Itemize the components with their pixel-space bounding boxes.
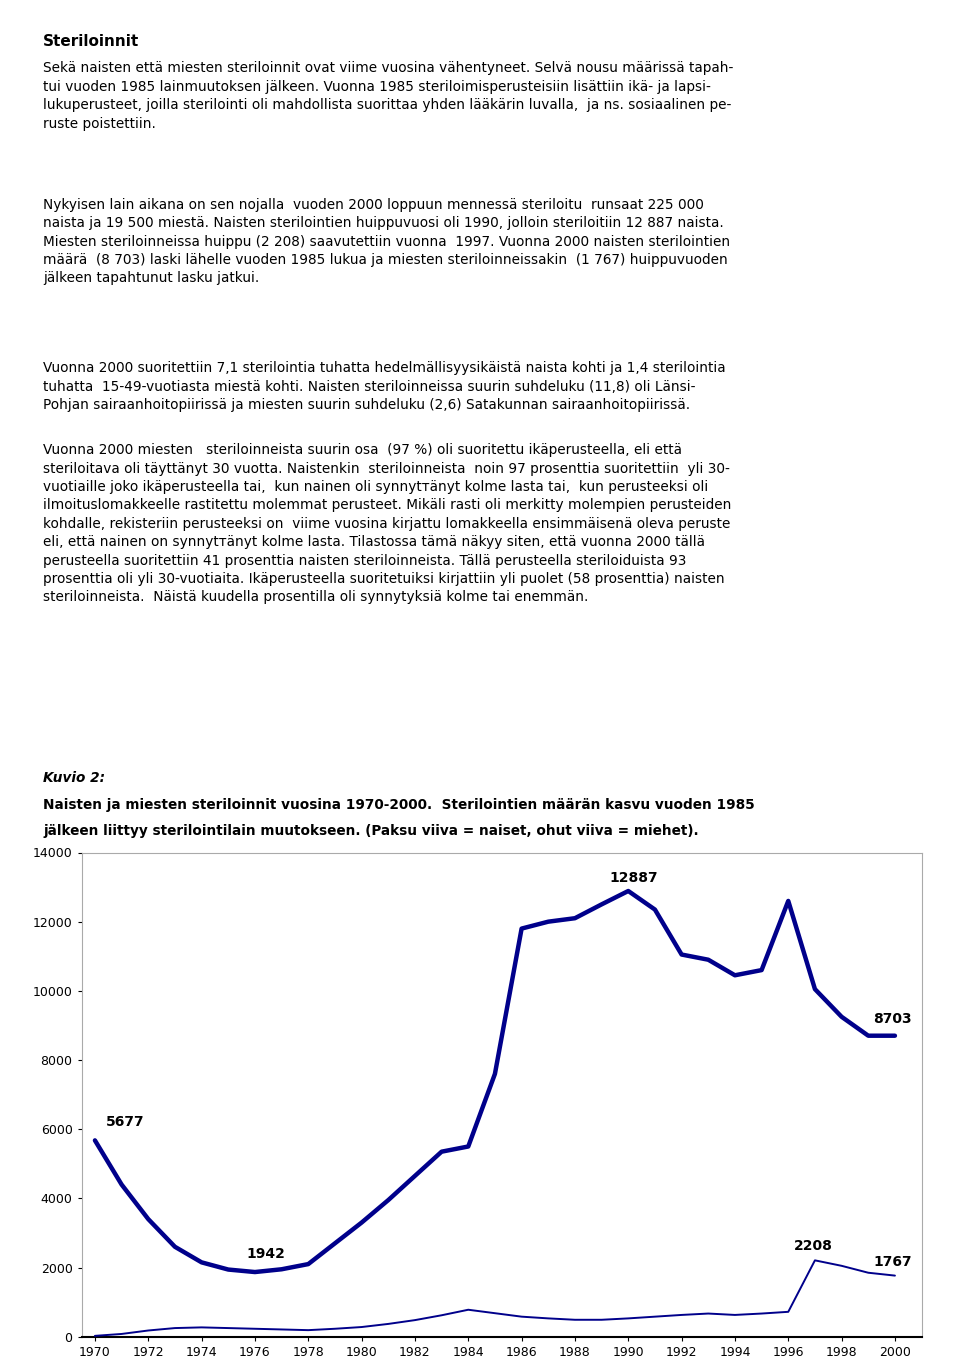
Text: Vuonna 2000 suoritettiin 7,1 sterilointia tuhatta hedelmällisyysikäistä naista k: Vuonna 2000 suoritettiin 7,1 sterilointi… bbox=[43, 361, 726, 412]
Text: Sekä naisten että miesten steriloinnit ovat viime vuosina vähentyneet. Selvä nou: Sekä naisten että miesten steriloinnit o… bbox=[43, 61, 733, 131]
Text: Naisten ja miesten steriloinnit vuosina 1970-2000.  Sterilointien määrän kasvu v: Naisten ja miesten steriloinnit vuosina … bbox=[43, 798, 755, 812]
Text: Vuonna 2000 miesten   steriloinneista suurin osa  (97 %) oli suoritettu ikäperus: Vuonna 2000 miesten steriloinneista suur… bbox=[43, 443, 732, 604]
Text: Steriloinnit: Steriloinnit bbox=[43, 34, 139, 49]
Text: jälkeen liittyy sterilointilain muutokseen. (Paksu viiva = naiset, ohut viiva = : jälkeen liittyy sterilointilain muutokse… bbox=[43, 824, 699, 837]
Text: 2208: 2208 bbox=[794, 1240, 832, 1254]
Text: Kuvio 2:: Kuvio 2: bbox=[43, 771, 106, 784]
Text: 12887: 12887 bbox=[610, 870, 659, 885]
Text: 1767: 1767 bbox=[874, 1255, 912, 1269]
Text: Nykyisen lain aikana on sen nojalla  vuoden 2000 loppuun mennessä steriloitu  ru: Nykyisen lain aikana on sen nojalla vuod… bbox=[43, 198, 731, 285]
Text: 5677: 5677 bbox=[106, 1116, 144, 1129]
Text: 1942: 1942 bbox=[247, 1247, 286, 1260]
Text: 8703: 8703 bbox=[874, 1012, 912, 1026]
